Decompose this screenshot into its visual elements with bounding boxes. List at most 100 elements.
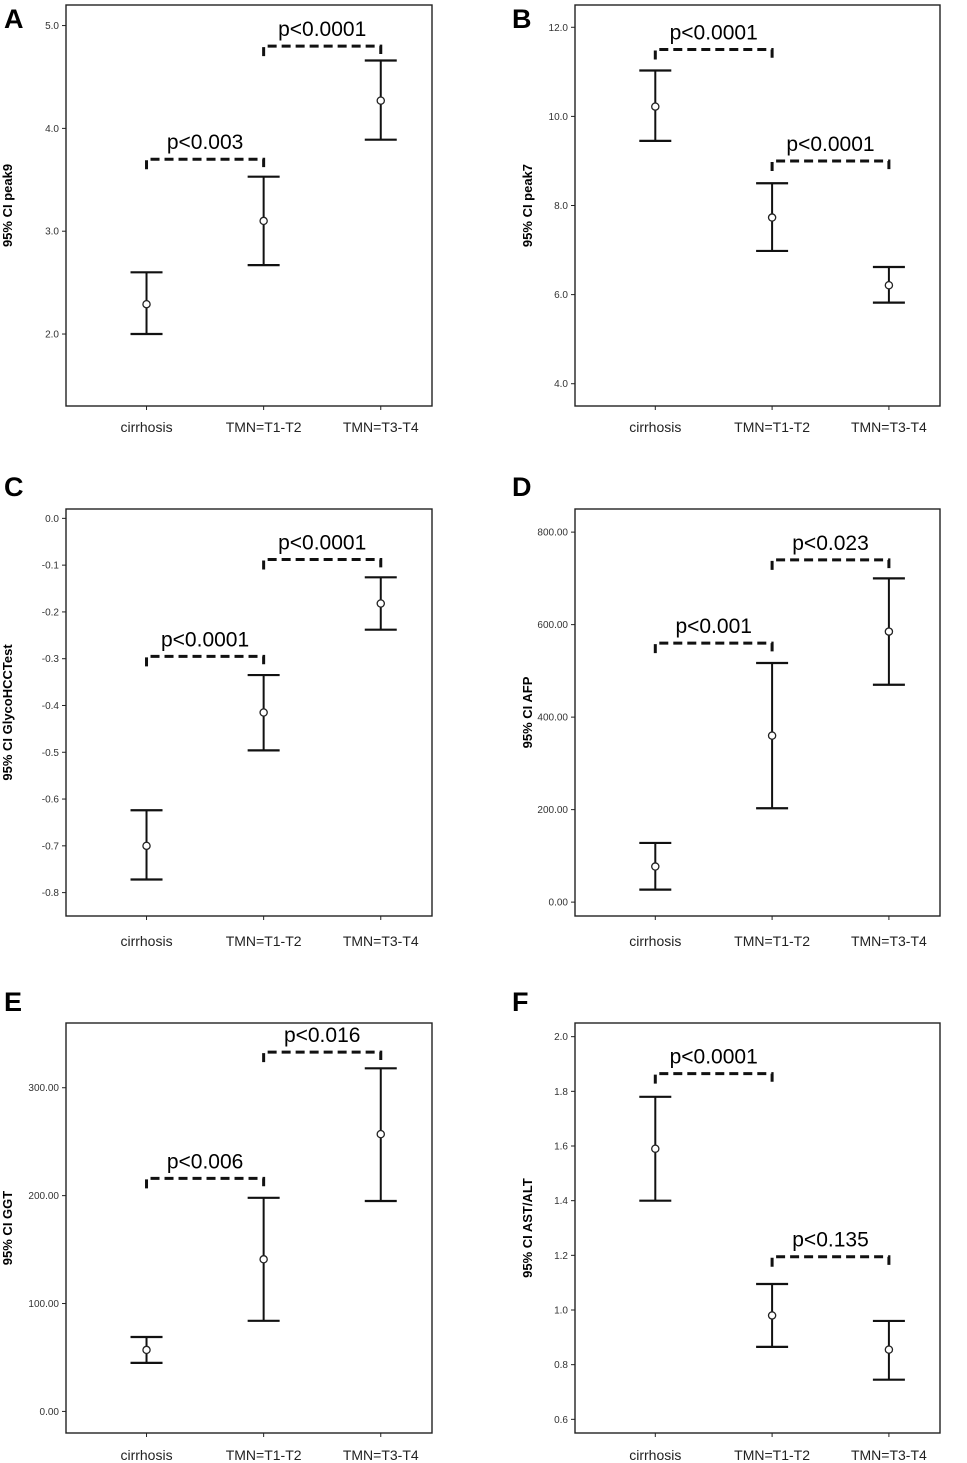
y-tick-label: 0.00: [549, 898, 569, 909]
x-tick-label: cirrhosis: [629, 1447, 681, 1463]
error-bar-2: [756, 182, 789, 253]
error-bar-1: [130, 1335, 163, 1364]
error-bar-3: [364, 1067, 397, 1203]
significance-bracket: [145, 654, 266, 667]
y-axis-label: 95% CI AST/ALT: [520, 1178, 535, 1278]
plot-frame: [574, 1022, 941, 1434]
y-axis-label: 95% CI GlycoHCCTest: [0, 644, 15, 781]
mean-point: [651, 102, 660, 111]
x-tick-label: TMN=T3-T4: [343, 933, 419, 949]
y-tick-label: 1.6: [554, 1142, 568, 1153]
y-tick-label: -0.2: [42, 607, 60, 618]
mean-point: [651, 1144, 660, 1153]
mean-point: [142, 299, 151, 309]
y-tick-label: 200.00: [537, 805, 568, 816]
mean-point: [767, 213, 777, 222]
y-tick-label: 1.0: [554, 1306, 568, 1317]
x-tick-label: TMN=T3-T4: [851, 933, 927, 949]
panel-letter: A: [4, 4, 24, 34]
panel-f: F 95% CI AST/ALT 0.6 0.8 1.0 1.2 1.4 1.6 1.8 2.0 c…: [512, 987, 941, 1463]
y-tick-label: -0.5: [42, 748, 60, 759]
error-bar-3: [872, 577, 905, 686]
x-tick-label: TMN=T1-T2: [734, 419, 810, 435]
panel-c: C 95% CI GlycoHCCTest 0.0 -0.1 -0.2 -0.3 -0.4 -…: [0, 472, 433, 949]
y-tick-label: -0.7: [42, 841, 60, 852]
y-tick-label: -0.4: [42, 701, 60, 712]
significance-bracket: [145, 157, 266, 170]
mean-point: [376, 96, 386, 105]
mean-point: [376, 599, 386, 608]
y-axis-label: 95% CI peak7: [520, 164, 535, 247]
x-tick-label: cirrhosis: [629, 419, 681, 435]
y-tick-label: -0.8: [42, 888, 60, 899]
x-tick-label: cirrhosis: [120, 419, 172, 435]
y-tick-label: 0.8: [554, 1360, 568, 1371]
mean-point: [376, 1129, 386, 1139]
p-value-label: p<0.016: [284, 1024, 361, 1047]
p-value-label: p<0.0001: [278, 18, 366, 41]
p-value-label: p<0.0001: [278, 532, 366, 555]
x-tick-label: TMN=T1-T2: [226, 419, 302, 435]
y-tick-label: 0.0: [45, 514, 59, 525]
y-tick-label: 200.00: [28, 1191, 59, 1202]
significance-bracket: [262, 1050, 383, 1063]
x-tick-label: cirrhosis: [120, 1447, 172, 1463]
mean-point: [651, 862, 660, 871]
y-tick-label: 100.00: [28, 1299, 59, 1310]
x-tick-label: TMN=T1-T2: [734, 1447, 810, 1463]
error-bar-3: [872, 265, 905, 304]
mean-point: [884, 281, 894, 290]
error-bar-1: [639, 1095, 672, 1202]
plot-frame: [574, 508, 941, 917]
significance-bracket: [262, 44, 383, 57]
y-tick-label: 600.00: [537, 620, 568, 631]
mean-point: [767, 731, 777, 740]
plot-frame: [65, 508, 433, 917]
error-bar-3: [872, 1319, 905, 1381]
x-tick-label: cirrhosis: [629, 933, 681, 949]
y-tick-label: 8.0: [554, 201, 568, 212]
y-tick-label: -0.6: [42, 795, 60, 806]
significance-bracket: [653, 1072, 774, 1084]
error-bar-1: [130, 271, 163, 336]
y-tick-label: 12.0: [549, 23, 569, 34]
mean-point: [142, 841, 151, 851]
p-value-label: p<0.003: [167, 131, 244, 154]
p-value-label: p<0.001: [675, 615, 752, 638]
y-tick-label: 1.2: [554, 1251, 568, 1262]
mean-point: [259, 1255, 268, 1264]
significance-bracket: [770, 558, 891, 570]
mean-point: [259, 216, 268, 226]
y-axis-label: 95% CI peak9: [0, 164, 15, 247]
x-tick-label: TMN=T3-T4: [851, 419, 927, 435]
y-tick-label: -0.1: [42, 561, 60, 572]
y-tick-label: 1.8: [554, 1087, 568, 1098]
x-tick-label: TMN=T1-T2: [734, 933, 810, 949]
y-tick-label: 2.0: [45, 330, 59, 341]
y-tick-label: 800.00: [537, 528, 568, 539]
y-tick-label: -0.3: [42, 654, 60, 665]
panel-letter: F: [512, 987, 529, 1017]
y-tick-label: 6.0: [554, 290, 568, 301]
error-bar-2: [247, 673, 280, 752]
panel-a: A 95% CI peak9 2.0 3.0 4.0 5.0 cirrhosis TMN=T1…: [0, 4, 433, 435]
mean-point: [884, 627, 894, 636]
significance-bracket: [770, 1255, 891, 1267]
significance-bracket: [262, 558, 383, 570]
panel-b: B 95% CI peak7 4.0 6.0 8.0 10.0 12.0 cirrhosis T…: [512, 4, 941, 435]
y-tick-label: 400.00: [537, 713, 568, 724]
plot-frame: [65, 4, 433, 407]
x-tick-label: TMN=T1-T2: [226, 1447, 302, 1463]
y-axis-label: 95% CI AFP: [520, 676, 535, 748]
error-bar-2: [247, 175, 280, 267]
panel-d: D 95% CI AFP 0.00 200.00 400.00 600.00 800.00 c…: [512, 472, 941, 949]
panel-letter: C: [4, 472, 24, 502]
mean-point: [767, 1311, 777, 1320]
y-tick-label: 4.0: [45, 124, 59, 135]
plot-frame: [574, 4, 941, 407]
y-tick-label: 5.0: [45, 21, 59, 32]
mean-point: [142, 1345, 151, 1355]
panel-e: E 95% CI GGT 0.00 100.00 200.00 300.00 cirrhos…: [0, 987, 433, 1463]
error-bar-1: [639, 841, 672, 891]
